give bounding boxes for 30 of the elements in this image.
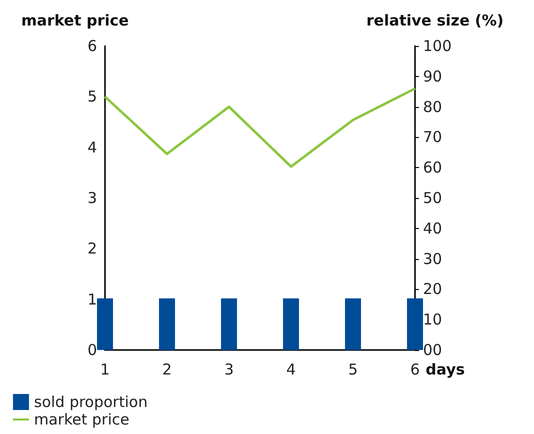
y-tick-label: 3 — [87, 189, 97, 207]
y-tick-label: 5 — [87, 88, 97, 106]
y-tick-label: 4 — [87, 138, 97, 156]
y2-tick-label: 80 — [423, 98, 442, 116]
x-tick-label: 4 — [286, 360, 296, 378]
line-series — [104, 87, 416, 168]
x-tick-label: 2 — [162, 360, 172, 378]
legend-label: market price — [34, 410, 130, 428]
y-tick-label: 2 — [87, 240, 97, 258]
x-tick-label: 5 — [348, 360, 358, 378]
x-tick-label: 6 — [410, 360, 420, 378]
x-axis-title: days — [426, 360, 465, 378]
y2-tick-label: 60 — [423, 158, 442, 177]
y2-tick-label: 50 — [423, 189, 442, 207]
y-axis-title: market price — [21, 12, 129, 30]
y2-tick-label: 40 — [423, 219, 442, 238]
y-tick-label: 1 — [87, 290, 97, 308]
y2-tick-label: 30 — [423, 250, 442, 268]
x-tick-label: 3 — [224, 360, 234, 378]
x-tick-label: 1 — [100, 360, 110, 378]
legend-label: sold proportion — [34, 393, 148, 411]
y2-tick-label: 00 — [423, 341, 442, 359]
y2-tick-label: 70 — [423, 128, 442, 146]
y2-tick-label: 10 — [423, 310, 442, 329]
y-tick-label: 0 — [87, 341, 97, 359]
y-tick-label: 6 — [87, 37, 97, 55]
y2-axis-title: relative size (%) — [366, 12, 504, 30]
y2-tick-label: 90 — [423, 67, 442, 86]
y2-tick-label: 20 — [423, 280, 442, 298]
y2-tick-label: 100 — [423, 37, 452, 55]
